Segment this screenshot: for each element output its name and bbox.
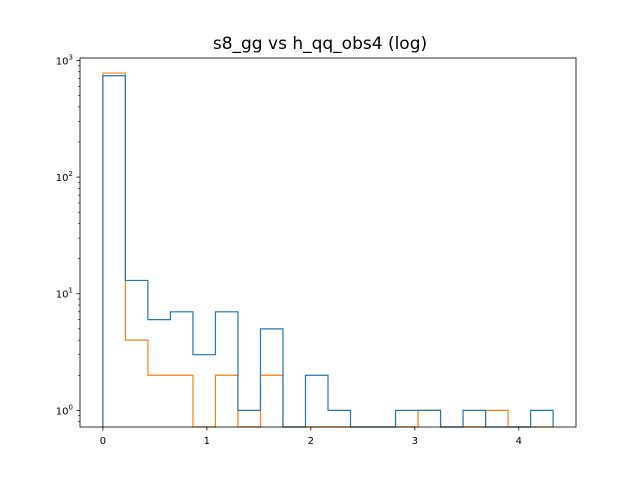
x-tick-label: 3 [412,436,418,447]
y-tick-label: 101 [56,287,73,301]
x-tick-label: 0 [100,436,106,447]
x-tick-label: 1 [204,436,210,447]
y-tick-label: 100 [56,403,73,417]
histogram-series-1 [102,75,554,428]
y-tick-label: 103 [56,53,73,67]
y-tick-label: 102 [56,170,73,184]
x-tick-label: 4 [516,436,522,447]
x-tick-label: 2 [308,436,314,447]
chart-title: s8_gg vs h_qq_obs4 (log) [213,34,427,54]
plot-frame [79,57,577,428]
axes-layer: 0 1 2 3 4 100 101 102 103 [56,53,577,447]
